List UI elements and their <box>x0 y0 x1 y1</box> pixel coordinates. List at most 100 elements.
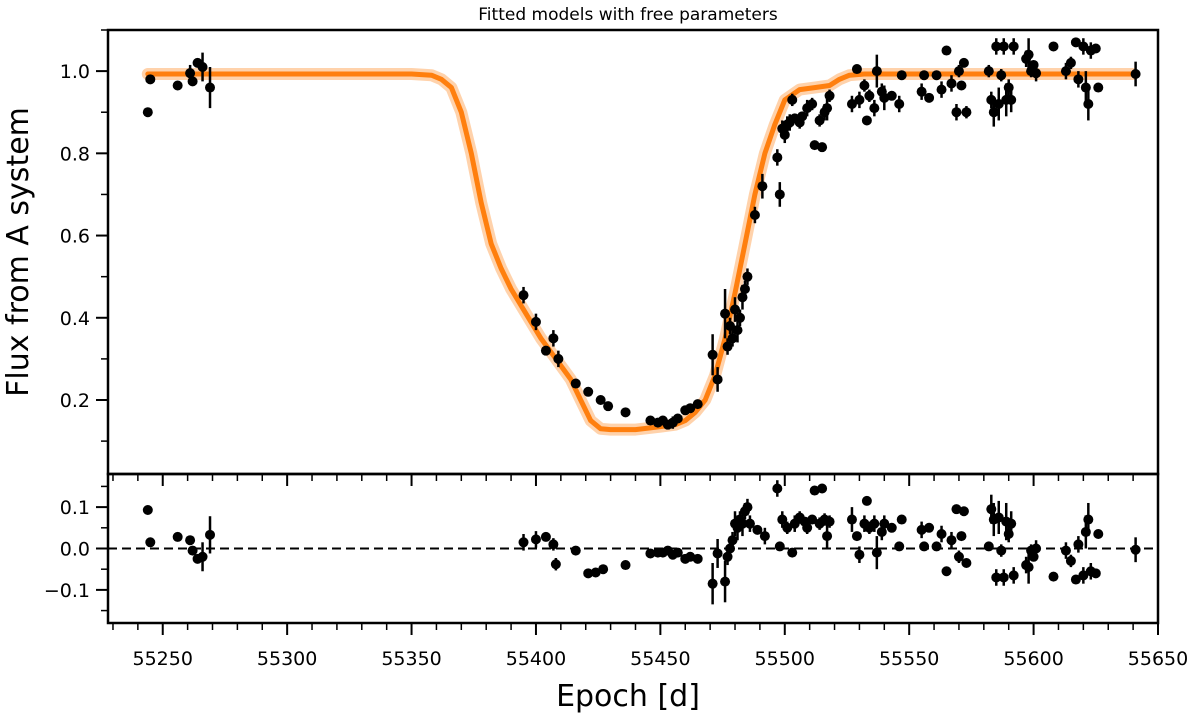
data-point <box>817 483 828 494</box>
data-point <box>1083 99 1094 109</box>
y-tick-label: 0.0 <box>60 539 90 561</box>
data-point <box>1078 570 1089 581</box>
y-tick-label: 0.4 <box>60 308 90 330</box>
data-point <box>991 41 1002 52</box>
data-point <box>824 516 835 527</box>
data-point <box>570 545 581 556</box>
data-point <box>737 518 748 529</box>
data-point <box>774 541 785 552</box>
data-point <box>722 341 733 352</box>
data-point <box>603 401 614 412</box>
data-point <box>553 353 564 364</box>
data-point <box>797 111 808 122</box>
data-point <box>1130 544 1141 555</box>
model-curve <box>145 71 1136 433</box>
data-point <box>707 349 718 360</box>
data-point <box>540 531 551 542</box>
data-point <box>142 107 153 118</box>
data-point <box>871 547 882 558</box>
data-point <box>824 90 835 101</box>
y-tick-label: 1.0 <box>60 61 90 83</box>
data-point <box>1090 43 1101 54</box>
data-point <box>956 80 967 91</box>
data-point <box>953 551 964 562</box>
data-point <box>530 534 541 545</box>
data-point <box>1006 94 1017 105</box>
data-point <box>774 189 785 200</box>
data-point <box>802 522 813 533</box>
data-point <box>993 512 1004 523</box>
data-point <box>742 502 753 513</box>
data-point <box>919 70 930 81</box>
data-point <box>749 210 760 220</box>
data-point <box>772 152 783 163</box>
data-point <box>896 70 907 81</box>
data-point <box>518 537 529 548</box>
data-point <box>730 304 741 315</box>
data-point <box>1093 82 1104 93</box>
data-point <box>172 80 183 91</box>
data-point <box>583 386 594 397</box>
data-point <box>727 535 738 546</box>
data-point <box>951 107 962 118</box>
data-point <box>205 529 216 540</box>
data-point <box>742 271 753 282</box>
data-point <box>197 551 208 562</box>
data-point <box>727 333 738 344</box>
data-point <box>757 181 768 192</box>
data-point <box>548 539 559 550</box>
data-point <box>187 545 198 556</box>
data-point <box>1070 37 1081 48</box>
data-point <box>759 531 770 542</box>
data-point <box>197 62 208 72</box>
data-point <box>871 66 882 77</box>
x-axis-label: Epoch [d] <box>556 679 700 714</box>
data-point <box>540 345 551 356</box>
data-point <box>998 41 1009 52</box>
data-point <box>1083 514 1094 525</box>
y-tick-label: −0.1 <box>44 580 90 602</box>
data-point <box>732 325 743 336</box>
data-point <box>1048 41 1059 52</box>
x-tick-label: 55300 <box>257 648 317 670</box>
data-point <box>1090 568 1101 579</box>
data-point <box>953 66 964 77</box>
data-point <box>550 559 561 570</box>
data-point <box>685 403 696 414</box>
data-point <box>924 92 935 103</box>
x-tick-label: 55500 <box>755 648 815 670</box>
data-point <box>598 564 609 575</box>
y-tick-label: 0.8 <box>60 143 90 165</box>
data-point <box>720 576 731 587</box>
data-point <box>936 84 947 95</box>
data-point <box>1073 74 1084 85</box>
data-point <box>846 514 857 525</box>
data-point <box>570 378 581 389</box>
data-point <box>1031 543 1042 554</box>
data-point <box>1078 41 1089 52</box>
data-point <box>1065 57 1076 68</box>
data-point <box>807 99 818 109</box>
data-point <box>185 535 196 546</box>
y-tick-label: 0.1 <box>60 497 90 519</box>
model-band <box>141 68 1140 436</box>
data-point <box>645 548 656 559</box>
data-point <box>518 290 529 301</box>
y-tick-label: 0.6 <box>60 226 90 248</box>
flux-panel: 0.2 0.4 0.6 0.8 1.0 <box>60 28 1160 486</box>
data-point <box>205 82 216 93</box>
x-tick-label: 55400 <box>506 648 566 670</box>
data-point <box>692 399 703 410</box>
data-point <box>1060 545 1071 556</box>
data-point <box>859 80 870 91</box>
data-point <box>961 107 972 118</box>
data-point <box>846 99 857 109</box>
data-point <box>993 99 1004 109</box>
data-point <box>782 522 793 533</box>
data-point <box>822 103 833 114</box>
x-tick-label: 55350 <box>381 648 441 670</box>
data-point <box>620 560 631 571</box>
data-point <box>1073 539 1084 550</box>
data-point <box>583 568 594 579</box>
data-point <box>894 541 905 552</box>
